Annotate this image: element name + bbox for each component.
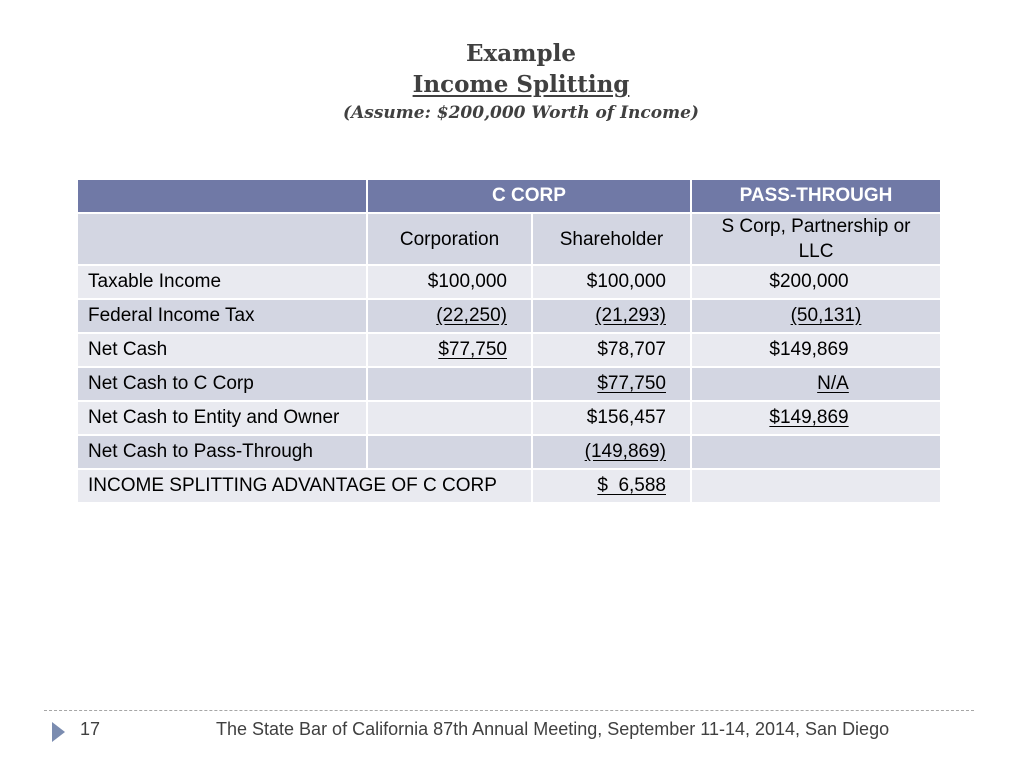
row-label: Taxable Income [76, 264, 368, 300]
title-assumption: (Assume: $200,000 Worth of Income) [343, 103, 699, 123]
subheader-shareholder: Shareholder [531, 212, 692, 266]
cell-corporation: $77,750 [438, 339, 507, 360]
cell-shareholder: $78,707 [531, 332, 692, 368]
row-label: Net Cash to Pass-Through [76, 434, 368, 470]
cell-passthrough: $149,869 [769, 407, 849, 428]
title-income-splitting: Income Splitting [412, 71, 630, 98]
income-splitting-table: C CORP PASS-THROUGH Corporation Sharehol… [76, 178, 942, 504]
subheader-passthrough: S Corp, Partnership or LLC [690, 212, 942, 266]
slide-number: 17 [80, 719, 101, 739]
cell-shareholder: $156,457 [531, 400, 692, 436]
title-example: Example [466, 40, 576, 67]
cell-passthrough-wrap: (50,131) [690, 298, 942, 334]
cell-corporation: $100,000 [366, 264, 533, 300]
table-row: Net Cash to Entity and Owner $156,457 $1… [76, 400, 942, 436]
cell-corporation: (22,250) [436, 305, 507, 326]
cell-corporation [366, 434, 533, 470]
advantage-value: $ 6,588 [597, 475, 666, 496]
cell-passthrough: N/A [817, 373, 849, 394]
cell-shareholder-wrap: (149,869) [531, 434, 692, 470]
footer-divider [44, 710, 974, 711]
row-label: Net Cash [76, 332, 368, 368]
advantage-value-wrap: $ 6,588 [531, 468, 692, 504]
table-row: Taxable Income $100,000 $100,000 $200,00… [76, 264, 942, 300]
table-row: Net Cash to C Corp $77,750 N/A [76, 366, 942, 402]
cell-corporation [366, 400, 533, 436]
subheader-corporation: Corporation [366, 212, 533, 266]
cell-shareholder-wrap: $77,750 [531, 366, 692, 402]
table-row: Federal Income Tax (22,250) (21,293) (50… [76, 298, 942, 334]
table-row: Net Cash to Pass-Through (149,869) [76, 434, 942, 470]
subheader-blank-cell [76, 212, 368, 266]
table-subheader-row: Corporation Shareholder S Corp, Partners… [76, 212, 942, 266]
cell-passthrough: $149,869 [690, 332, 942, 368]
cell-passthrough-wrap: $149,869 [690, 400, 942, 436]
header-passthrough: PASS-THROUGH [690, 178, 942, 214]
table-header-row: C CORP PASS-THROUGH [76, 178, 942, 214]
cell-passthrough [690, 434, 942, 470]
cell-corporation-wrap: $77,750 [366, 332, 533, 368]
header-blank-cell [76, 178, 368, 214]
cell-shareholder: $77,750 [597, 373, 666, 394]
header-ccorp: C CORP [366, 178, 692, 214]
triangle-bullet-icon [52, 722, 65, 742]
cell-passthrough: $200,000 [690, 264, 942, 300]
slide-title: Example Income Splitting (Assume: $200,0… [0, 38, 1024, 126]
table-row: Net Cash $77,750 $78,707 $149,869 [76, 332, 942, 368]
cell-shareholder: $100,000 [531, 264, 692, 300]
cell-passthrough-wrap: N/A [690, 366, 942, 402]
advantage-label: INCOME SPLITTING ADVANTAGE OF C CORP [76, 468, 533, 504]
cell-corporation-wrap: (22,250) [366, 298, 533, 334]
cell-shareholder: (149,869) [584, 441, 666, 462]
advantage-row: INCOME SPLITTING ADVANTAGE OF C CORP $ 6… [76, 468, 942, 504]
cell-shareholder-wrap: (21,293) [531, 298, 692, 334]
footer-text: The State Bar of California 87th Annual … [216, 719, 890, 739]
row-label: Federal Income Tax [76, 298, 368, 334]
cell-shareholder: (21,293) [595, 305, 666, 326]
cell-passthrough: (50,131) [790, 305, 862, 326]
advantage-blank-cell [690, 468, 942, 504]
row-label: Net Cash to C Corp [76, 366, 368, 402]
cell-corporation [366, 366, 533, 402]
row-label: Net Cash to Entity and Owner [76, 400, 368, 436]
